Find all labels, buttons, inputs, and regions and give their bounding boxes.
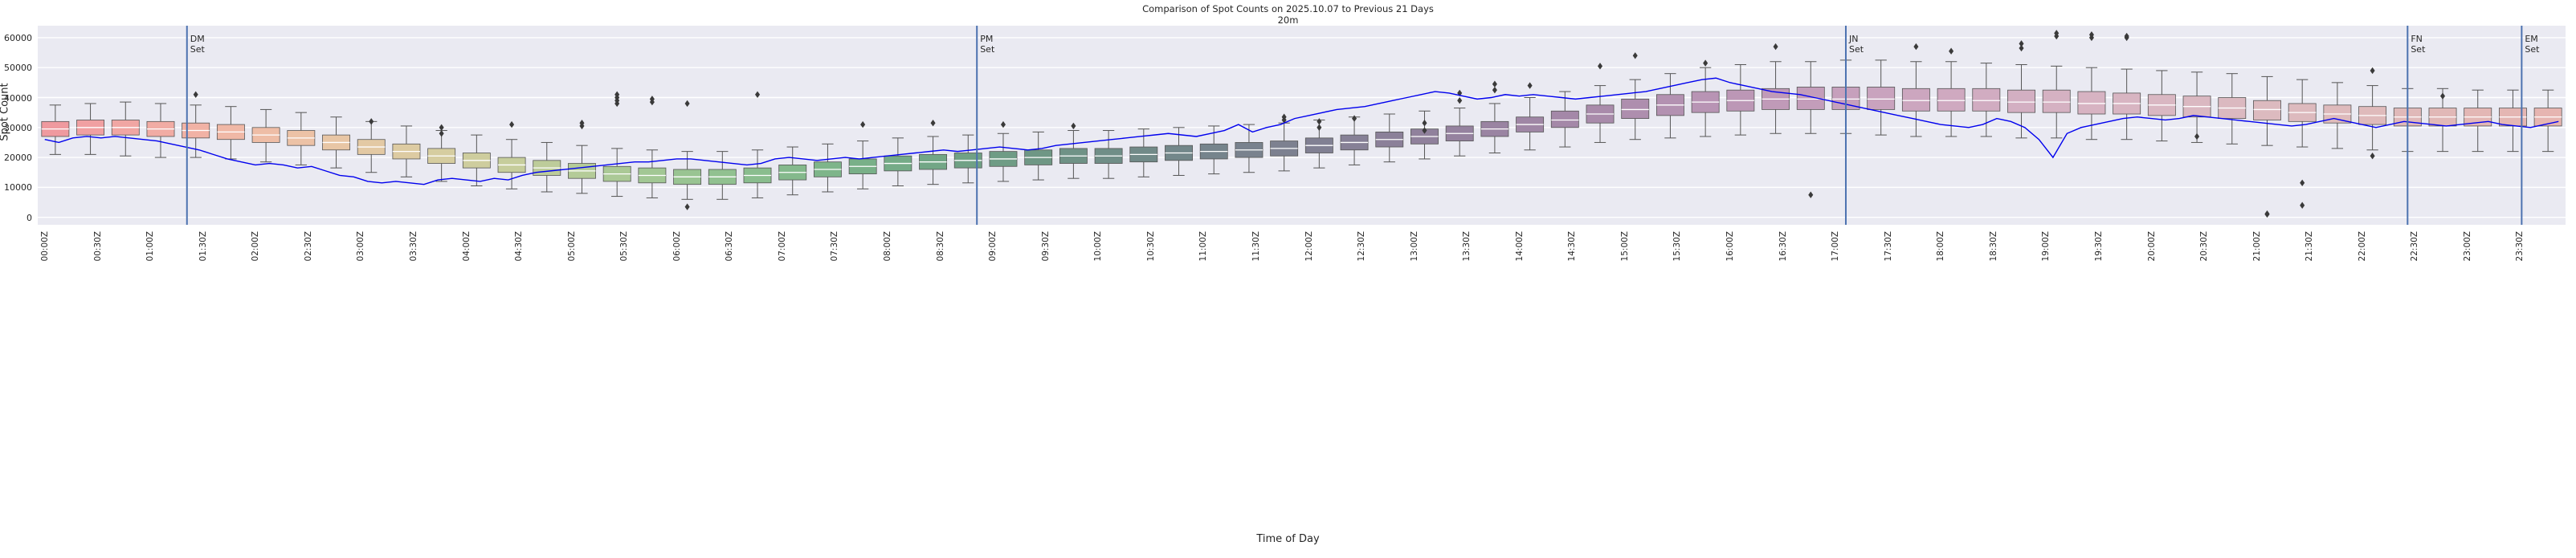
x-tick-label: 14:30Z: [1567, 231, 1578, 262]
x-axis-label: Time of Day: [1256, 533, 1320, 545]
x-tick-label: 21:00Z: [2251, 231, 2262, 262]
x-tick-label: 00:00Z: [40, 231, 50, 262]
x-tick-label: 19:30Z: [2093, 231, 2104, 262]
x-tick-label: 13:00Z: [1409, 231, 1419, 262]
x-tick-label: 05:30Z: [619, 231, 630, 262]
x-tick-label: 16:00Z: [1725, 231, 1735, 262]
x-tick-label: 01:30Z: [198, 231, 208, 262]
x-tick-label: 09:00Z: [988, 231, 998, 262]
y-tick-label: 0: [27, 212, 32, 223]
x-tick-label: 13:30Z: [1462, 231, 1472, 262]
x-tick-label: 23:00Z: [2462, 231, 2472, 262]
x-tick-label: 14:00Z: [1514, 231, 1525, 262]
x-tick-label: 03:00Z: [356, 231, 366, 262]
x-tick-label: 04:30Z: [514, 231, 525, 262]
y-tick-label: 40000: [4, 92, 32, 104]
x-tick-label: 23:30Z: [2515, 231, 2525, 262]
x-tick-label: 07:00Z: [777, 231, 787, 262]
x-tick-label: 15:00Z: [1619, 231, 1630, 262]
title-block: Comparison of Spot Counts on 2025.10.07 …: [0, 3, 2576, 26]
annotation-label-em: EM Set: [2525, 34, 2539, 55]
annotation-label-line2: Set: [1848, 44, 1864, 55]
x-tick-label: 22:00Z: [2357, 231, 2367, 262]
x-tick-label: 02:30Z: [303, 231, 313, 262]
boxplot-svg: [38, 26, 2566, 225]
x-tick-label: 12:30Z: [1357, 231, 1367, 262]
x-tick-label: 05:00Z: [566, 231, 577, 262]
annotation-label-line1: FN: [2411, 34, 2423, 44]
x-tick-label: 04:00Z: [461, 231, 472, 262]
x-tick-label: 08:00Z: [883, 231, 892, 262]
x-tick-label: 09:30Z: [1040, 231, 1051, 262]
chart-title: Comparison of Spot Counts on 2025.10.07 …: [1142, 3, 1434, 14]
annotation-label-dm: DM Set: [190, 34, 205, 55]
x-tick-label: 16:30Z: [1778, 231, 1788, 262]
annotation-label-line1: DM: [190, 34, 205, 44]
annotation-label-line1: PM: [980, 34, 994, 44]
y-tick-label: 50000: [4, 63, 32, 74]
annotation-label-line1: JN: [1848, 34, 1859, 44]
x-tick-label: 10:00Z: [1093, 231, 1104, 262]
x-tick-label: 18:30Z: [1988, 231, 1998, 262]
annotation-label-line2: Set: [2525, 44, 2540, 55]
x-tick-label: 10:30Z: [1145, 231, 1156, 262]
annotation-label-fn: FN Set: [2411, 34, 2425, 55]
x-tick-label: 01:00Z: [145, 231, 156, 262]
x-tick-label: 22:30Z: [2410, 231, 2420, 262]
x-tick-label: 20:30Z: [2199, 231, 2210, 262]
annotation-label-line2: Set: [190, 44, 205, 55]
x-tick-label: 17:30Z: [1883, 231, 1893, 262]
x-tick-label: 11:00Z: [1198, 231, 1209, 262]
annotation-label-pm: PM Set: [980, 34, 994, 55]
y-tick-label: 10000: [4, 182, 32, 193]
x-tick-label: 18:00Z: [1936, 231, 1946, 262]
x-tick-label: 15:30Z: [1672, 231, 1683, 262]
x-tick-label: 02:00Z: [251, 231, 261, 262]
x-tick-label: 03:30Z: [408, 231, 418, 262]
y-tick-label: 60000: [4, 32, 32, 43]
x-tick-label: 08:30Z: [935, 231, 945, 262]
annotation-label-jn: JN Set: [1849, 34, 1864, 55]
x-tick-label: 19:00Z: [2041, 231, 2051, 262]
x-tick-label: 20:00Z: [2146, 231, 2157, 262]
plot-area: [38, 26, 2566, 225]
x-tick-label: 11:30Z: [1251, 231, 1261, 262]
x-tick-label: 00:30Z: [92, 231, 103, 262]
chart-subtitle: 20m: [1277, 14, 1299, 26]
x-tick-label: 12:00Z: [1304, 231, 1314, 262]
annotation-label-line1: EM: [2525, 34, 2538, 44]
y-axis-label: Spot Count: [0, 83, 11, 141]
x-tick-label: 06:00Z: [672, 231, 682, 262]
x-tick-label: 17:00Z: [1831, 231, 1841, 262]
annotation-label-line2: Set: [980, 44, 995, 55]
x-tick-label: 21:30Z: [2305, 231, 2315, 262]
y-tick-label: 20000: [4, 153, 32, 164]
annotation-label-line2: Set: [2411, 44, 2426, 55]
x-tick-label: 07:30Z: [830, 231, 840, 262]
x-tick-label: 06:30Z: [725, 231, 735, 262]
y-tick-label: 30000: [4, 122, 32, 133]
